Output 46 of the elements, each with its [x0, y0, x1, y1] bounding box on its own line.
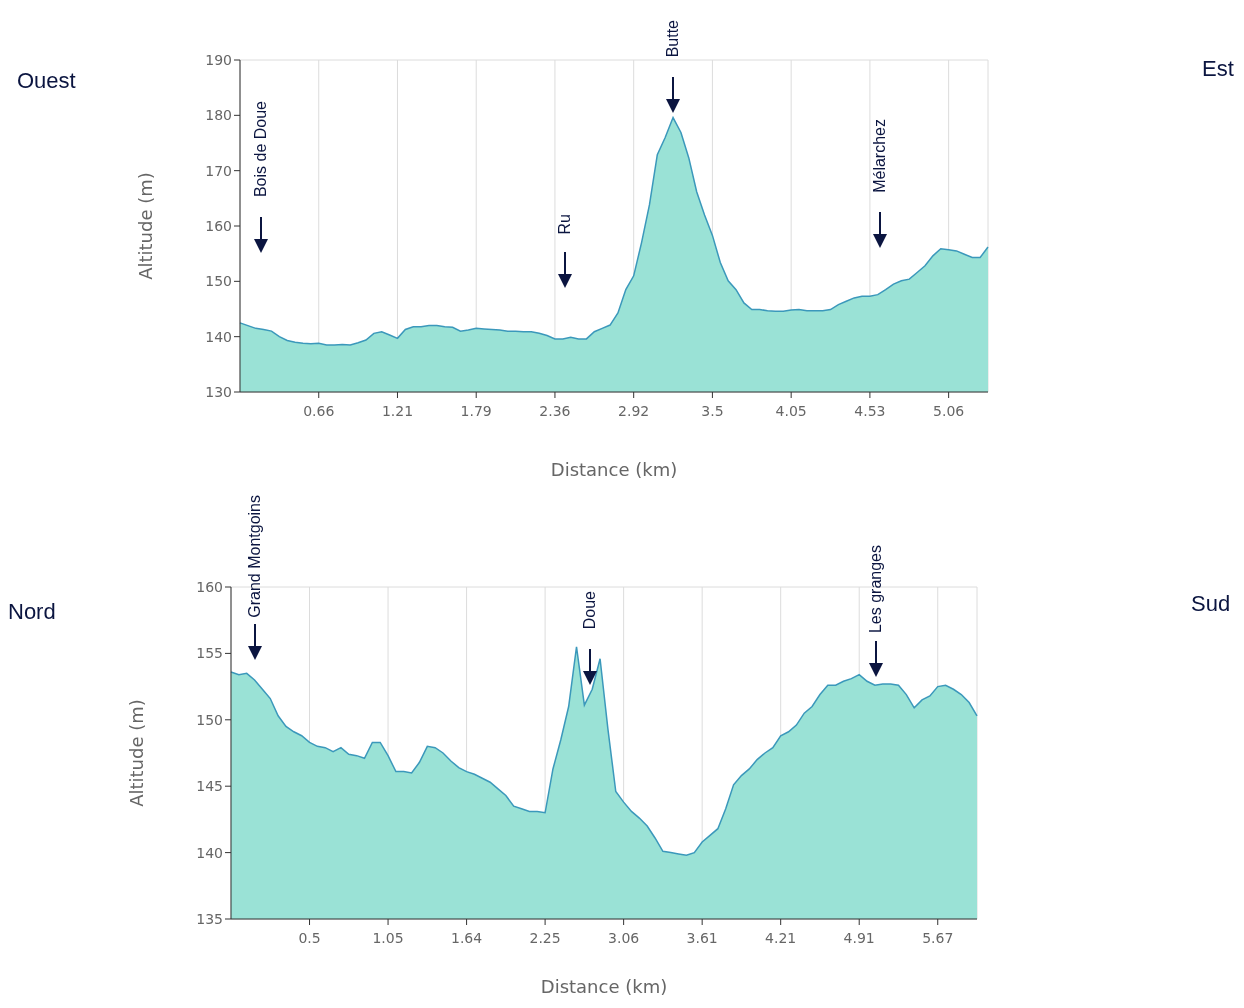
annotation: Mélarchez — [870, 119, 889, 193]
x-axis-title: Distance (km) — [550, 459, 678, 480]
x-tick-label: 3.06 — [608, 929, 640, 946]
x-tick-label: 2.25 — [529, 929, 561, 946]
text: Ouest — [17, 68, 76, 94]
y-axis-title: Altitude (m) — [126, 699, 148, 807]
annotation: Ru — [555, 213, 574, 234]
text: Butte — [663, 19, 682, 57]
annotation: Bois de Doue — [251, 100, 270, 197]
y-tick-label: 160 — [196, 578, 223, 595]
text: Nord — [8, 599, 56, 625]
x-tick-label: 1.05 — [372, 929, 404, 946]
x-tick-label: 5.06 — [933, 402, 965, 419]
x-tick-label: 4.91 — [843, 929, 875, 946]
x-tick-label: 2.92 — [618, 402, 650, 419]
x-tick-label: 1.64 — [450, 929, 483, 946]
y-tick-label: 160 — [205, 217, 232, 234]
y-tick-label: 145 — [196, 778, 223, 795]
x-tick-label: 0.5 — [298, 929, 321, 946]
y-tick-label: 150 — [196, 711, 223, 728]
x-tick-label: 3.5 — [701, 402, 724, 419]
x-tick-label: 3.61 — [686, 929, 718, 946]
x-axis-title: Distance (km) — [540, 976, 668, 997]
text: Est — [1202, 56, 1234, 82]
x-tick-label: 0.66 — [303, 402, 335, 419]
x-tick-label: 5.67 — [922, 929, 954, 946]
y-tick-label: 140 — [205, 328, 232, 345]
x-tick-label: 1.79 — [460, 402, 492, 419]
text: Sud — [1191, 591, 1231, 617]
x-tick-label: 1.21 — [381, 402, 414, 419]
y-tick-label: 155 — [196, 645, 223, 662]
y-tick-label: 140 — [196, 844, 223, 861]
y-tick-label: 150 — [205, 273, 232, 290]
x-tick-label: 4.53 — [854, 402, 886, 419]
y-axis-title: Altitude (m) — [135, 172, 157, 280]
annotation: Les granges — [866, 544, 885, 633]
y-tick-label: 135 — [196, 910, 223, 927]
x-tick-label: 4.05 — [775, 402, 807, 419]
annotation: Doue — [580, 590, 599, 629]
y-tick-label: 190 — [205, 51, 232, 68]
y-tick-label: 130 — [205, 383, 232, 400]
x-tick-label: 2.36 — [539, 402, 571, 419]
y-tick-label: 180 — [205, 107, 232, 124]
annotation: Grand Montgoins — [245, 495, 264, 618]
y-tick-label: 170 — [205, 162, 232, 179]
x-tick-label: 4.21 — [765, 929, 797, 946]
